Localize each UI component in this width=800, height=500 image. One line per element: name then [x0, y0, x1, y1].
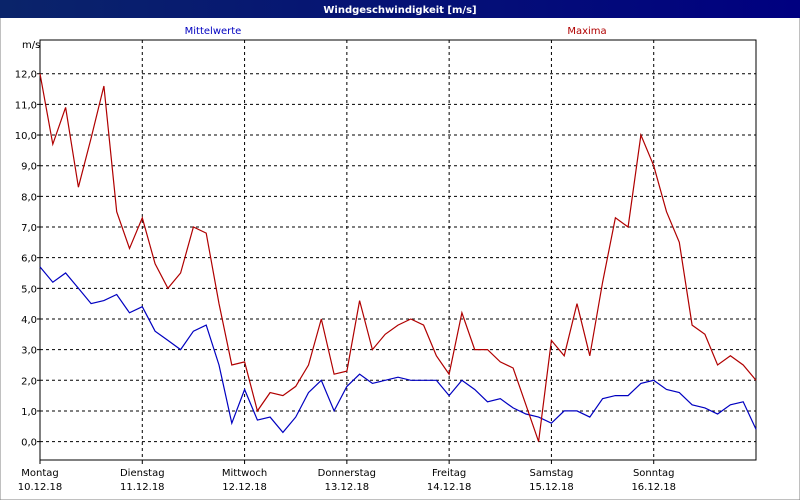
x-tick-label: Samstag 15.12.18 [529, 468, 574, 493]
x-tick-label-line: Sonntag [633, 468, 675, 479]
y-tick-label: 12,0 [15, 70, 37, 81]
y-tick-label: 11,0 [15, 100, 37, 111]
x-tick-label: Mittwoch 12.12.18 [222, 468, 267, 493]
unit-label: m/s [22, 40, 40, 51]
x-tick-label-line: Montag [21, 468, 58, 479]
x-tick-label-line: 12.12.18 [222, 482, 267, 493]
y-tick-label: 2,0 [21, 376, 37, 387]
y-tick-label: 9,0 [21, 162, 37, 173]
y-tick-label: 4,0 [21, 315, 37, 326]
y-tick-label: 6,0 [21, 254, 37, 265]
x-tick-label-line: 15.12.18 [529, 482, 574, 493]
x-tick-label: Dienstag 11.12.18 [120, 468, 165, 493]
x-tick-label-line: Freitag [432, 468, 466, 479]
plot-frame [39, 39, 757, 461]
legend-label: Maxima [567, 26, 606, 37]
x-tick-label-line: Dienstag [120, 468, 165, 479]
x-tick-label: Donnerstag 13.12.18 [318, 468, 376, 493]
y-tick-label: 7,0 [21, 223, 37, 234]
y-tick-label: 3,0 [21, 346, 37, 357]
series-line [39, 73, 757, 442]
series-line [39, 266, 757, 434]
x-tick-label: Freitag 14.12.18 [427, 468, 472, 493]
y-tick-label: 8,0 [21, 192, 37, 203]
x-tick-label-line: Mittwoch [222, 468, 267, 479]
x-tick-label-line: 14.12.18 [427, 482, 472, 493]
x-tick-label-line: 11.12.18 [120, 482, 165, 493]
x-tick-label: Montag 10.12.18 [18, 468, 63, 493]
y-tick-label: 0,0 [21, 438, 37, 449]
y-tick-label: 10,0 [15, 131, 37, 142]
y-tick-label: 5,0 [21, 284, 37, 295]
y-tick-label: 1,0 [21, 407, 37, 418]
title-bar [0, 0, 800, 18]
x-tick-label-line: Donnerstag [318, 468, 376, 479]
x-tick-label-line: Samstag [530, 468, 574, 479]
x-tick-label: Sonntag 16.12.18 [631, 468, 676, 493]
x-tick-label-line: 13.12.18 [325, 482, 370, 493]
legend-label: Mittelwerte [185, 26, 242, 37]
x-tick-label-line: 16.12.18 [631, 482, 676, 493]
x-tick-label-line: 10.12.18 [18, 482, 63, 493]
window-title: Windgeschwindigkeit [m/s] [323, 5, 476, 16]
